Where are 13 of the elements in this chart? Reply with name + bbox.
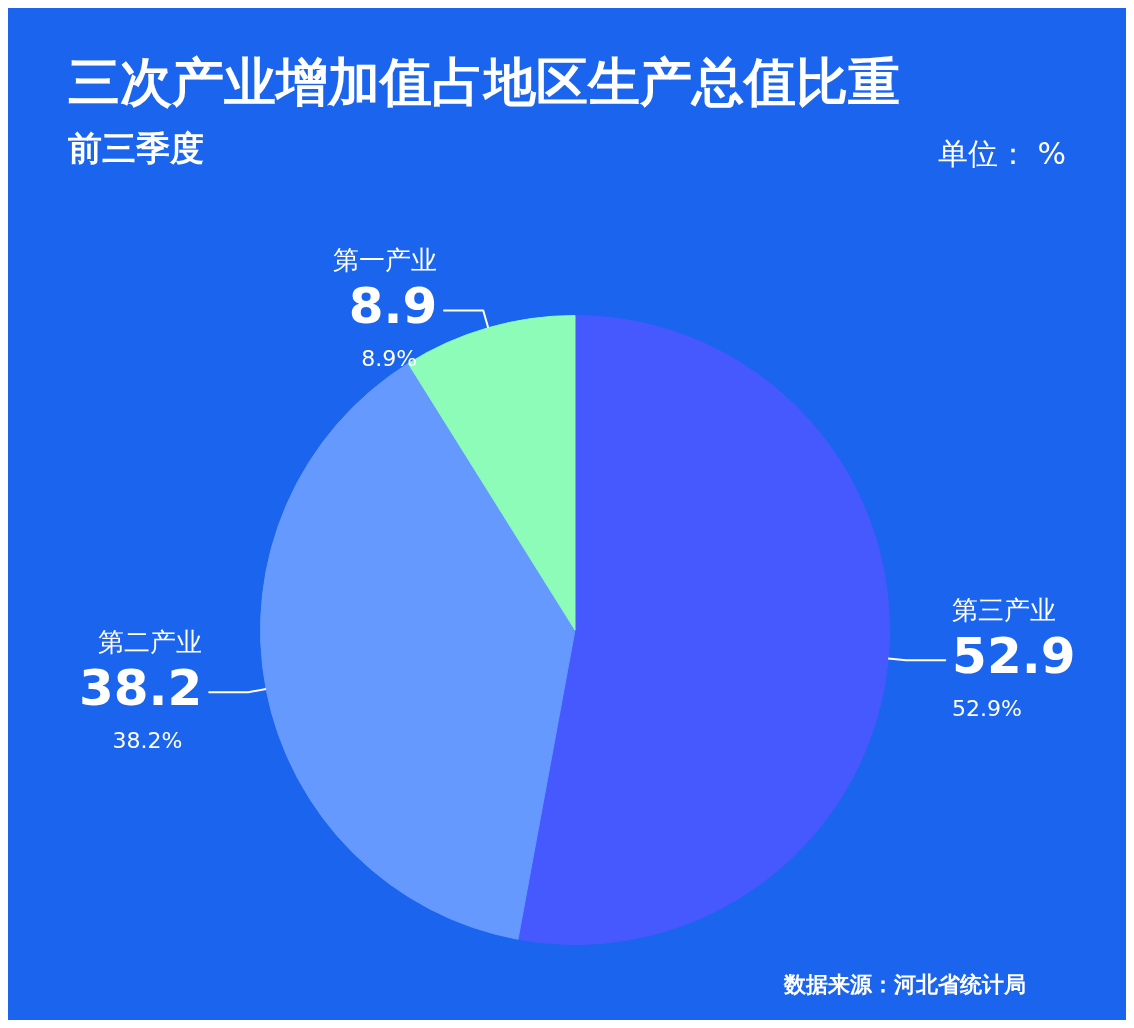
slice-label: 第三产业: [952, 595, 1057, 625]
chart-subtitle: 前三季度: [68, 127, 204, 170]
chart-title: 三次产业增加值占地区生产总值比重: [68, 51, 900, 114]
text: 单位： %: [937, 135, 1066, 173]
text: 38.2%: [112, 728, 183, 754]
text: 52.9%: [952, 695, 1023, 721]
slice-label: 第二产业: [98, 627, 203, 658]
slice-label: 第一产业: [333, 245, 438, 276]
data-label: 8.9: [348, 277, 438, 336]
data-label: 38.2: [79, 659, 203, 718]
source-note: 数据来源：河北省统计局: [784, 971, 1026, 999]
data-label: 52.9: [952, 627, 1076, 686]
text: 8.9%: [361, 346, 418, 372]
